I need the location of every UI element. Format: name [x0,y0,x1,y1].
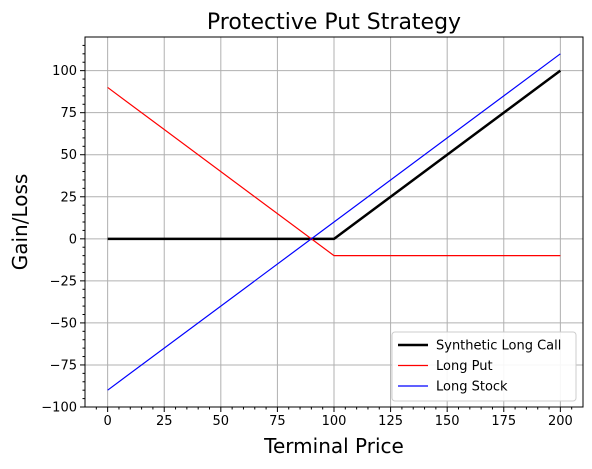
x-axis-label: Terminal Price [263,434,404,458]
y-tick-label: 0 [69,232,77,247]
legend-label-long-put: Long Put [436,359,493,374]
x-tick-label: 125 [378,414,403,429]
y-tick-label: 50 [60,148,77,163]
series-line-long-stock [107,53,561,391]
legend-label-long-stock: Long Stock [436,380,508,395]
y-axis-label: Gain/Loss [8,174,32,271]
chart-title: Protective Put Strategy [207,10,461,35]
x-tick-label: 75 [269,414,286,429]
x-tick-label: 200 [548,414,573,429]
y-tick-label: 100 [52,64,77,79]
y-tick-label: −75 [50,358,77,373]
legend: Synthetic Long Call Long Put Long Stock [391,331,577,402]
x-tick-label: 50 [213,414,230,429]
series-lines [107,53,562,391]
y-tick-label: −50 [50,316,77,331]
x-tick-label: 100 [322,414,347,429]
x-tick-label: 25 [156,414,173,429]
y-tick-label: −100 [41,401,77,416]
axis-ticks: 0 25 50 75 100 125 150 175 200 −100 −75 −50 −25 0 25 50… [41,44,573,429]
y-tick-label: 25 [60,190,77,205]
x-tick-label: 150 [435,414,460,429]
y-tick-label: 75 [60,106,77,121]
y-tick-label: −25 [50,274,77,289]
series-line-synthetic-long-call [107,69,562,241]
legend-box [391,331,577,402]
series-line-long-put [107,86,561,257]
x-tick-label: 0 [103,414,111,429]
x-tick-label: 175 [491,414,516,429]
legend-label-synthetic-long-call: Synthetic Long Call [436,339,561,354]
